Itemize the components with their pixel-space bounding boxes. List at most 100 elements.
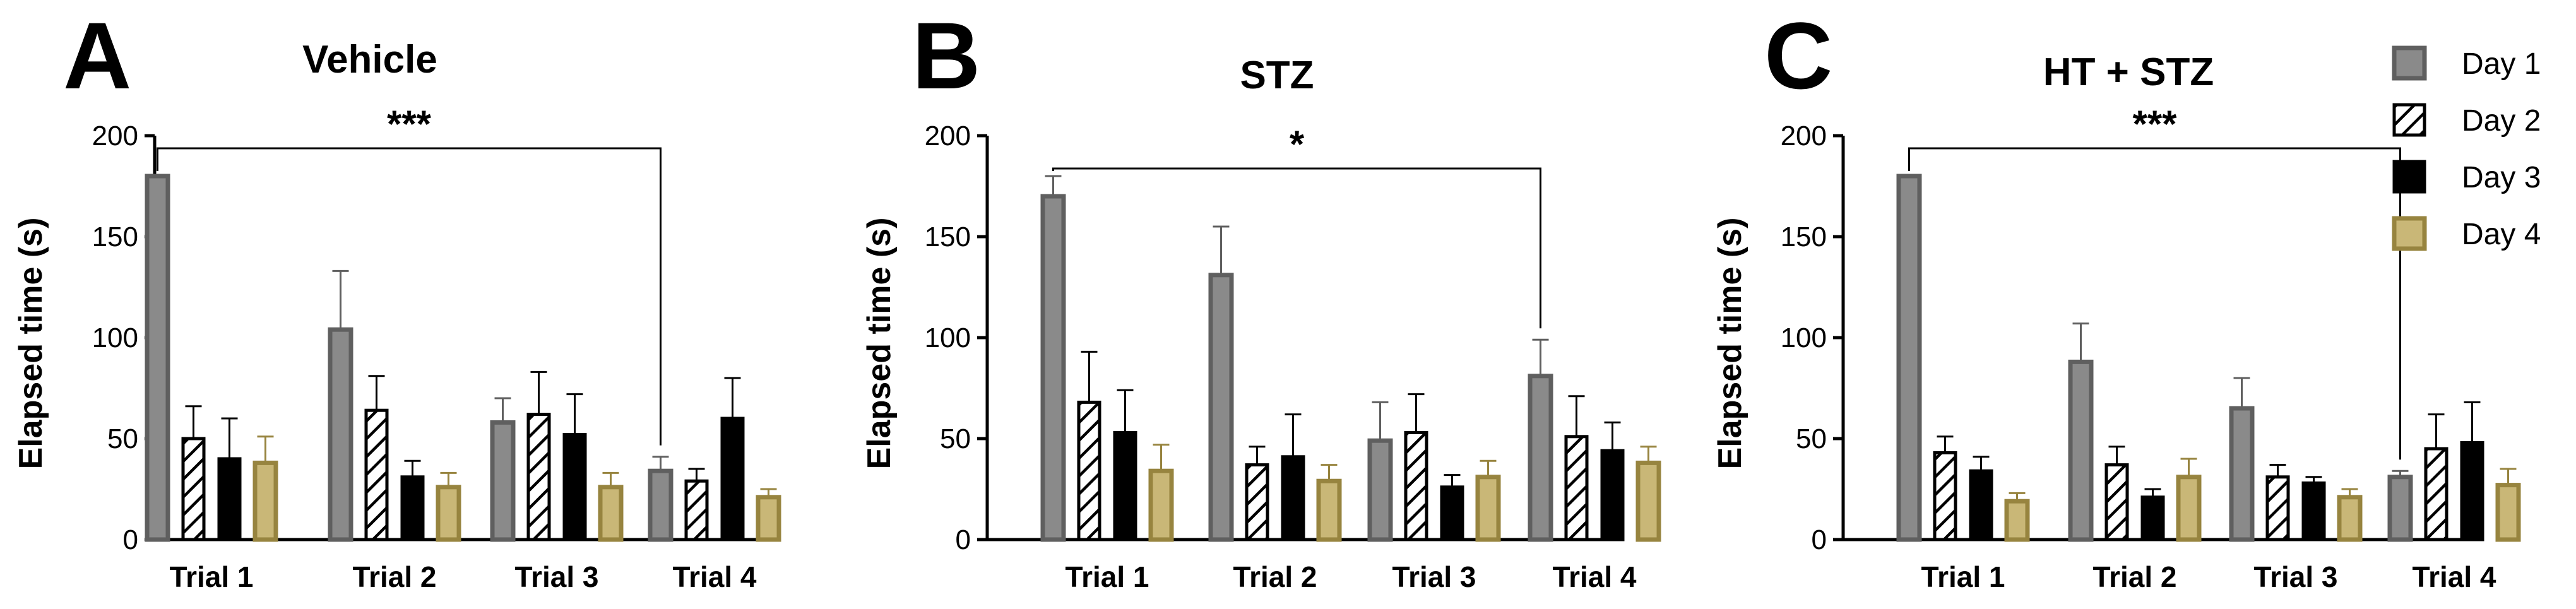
y-axis-label: Elapsed time (s)	[1712, 218, 1748, 470]
panel-letter: B	[912, 3, 980, 109]
significance-label: ***	[2132, 103, 2177, 145]
bar-day-2-trial-3	[2265, 475, 2290, 541]
y-axis-label: Elapsed time (s)	[13, 218, 49, 470]
x-category-label: Trial 3	[2254, 560, 2338, 593]
legend-label-day-4: Day 4	[2462, 218, 2541, 251]
panel-letter: A	[63, 3, 131, 109]
legend-swatch-day-3	[2392, 160, 2426, 194]
legend-label-day-2: Day 2	[2462, 104, 2541, 138]
bar-day-4-trial-3	[598, 485, 624, 542]
bar-day-3-trial-3	[2301, 481, 2326, 541]
significance-bracket	[157, 147, 662, 446]
bar-day-3-trial-1	[217, 457, 242, 541]
y-tick-label: 0	[1812, 524, 1827, 555]
bar-day-1-trial-2	[2068, 359, 2094, 542]
bar-day-3-trial-3	[1440, 485, 1464, 541]
bar-day-2-trial-1	[1933, 451, 1957, 541]
x-category-label: Trial 2	[2093, 560, 2177, 593]
y-tick-label: 150	[925, 222, 971, 252]
bar-day-1-trial-4	[1528, 374, 1553, 542]
y-tick-label: 150	[92, 222, 138, 252]
bar-day-4-trial-4	[2495, 483, 2521, 542]
y-tick-label: 100	[1781, 322, 1827, 353]
panel-a: A Vehicle Elapsed time (s) 0 50 100 150 200 T…	[13, 3, 781, 593]
legend-swatch-day-1	[2392, 45, 2427, 81]
bar-day-2-trial-2	[364, 408, 389, 541]
bar-day-2-trial-3	[526, 413, 551, 541]
bar-day-4-trial-2	[2176, 475, 2202, 542]
bar-day-4-trial-4	[1635, 460, 1661, 542]
y-tick-label: 0	[123, 524, 138, 555]
bar-day-1-trial-3	[2229, 406, 2255, 542]
y-tick-label: 200	[92, 121, 138, 151]
bar-day-3-trial-1	[1113, 430, 1137, 541]
bar-day-2-trial-1	[1077, 400, 1101, 541]
legend-label-day-1: Day 1	[2462, 47, 2541, 81]
chart-title: HT + STZ	[2043, 50, 2214, 94]
y-tick-label: 50	[940, 423, 971, 454]
bar-day-4-trial-1	[2004, 499, 2030, 542]
x-category-label: Trial 2	[1233, 560, 1317, 593]
x-category-label: Trial 1	[170, 560, 254, 593]
x-category-label: Trial 1	[1065, 560, 1149, 593]
panel-b: B STZ Elapsed time (s) 0 50 100 150 200 Trial…	[861, 3, 1661, 593]
bar-day-2-trial-4	[684, 479, 709, 541]
bar-day-4-trial-3	[1475, 475, 1501, 542]
bar-day-3-trial-2	[400, 475, 425, 541]
bar-day-2-trial-1	[181, 437, 206, 541]
legend-label-day-3: Day 3	[2462, 161, 2541, 194]
y-tick-label: 200	[925, 121, 971, 151]
bar-day-3-trial-2	[2140, 495, 2165, 541]
significance-label: ***	[387, 103, 432, 145]
bar-day-4-trial-3	[2337, 495, 2363, 542]
bar-day-2-trial-4	[2424, 447, 2448, 541]
y-tick-label: 100	[92, 322, 138, 353]
x-category-label: Trial 2	[353, 560, 437, 593]
bar-day-4-trial-2	[436, 485, 461, 542]
plot-area: 0 50 100 150 200 Trial 1 Trial 2 Trial 3 Trial 4…	[925, 121, 1661, 593]
x-category-label: Trial 4	[1553, 560, 1637, 593]
significance-label: *	[1290, 123, 1305, 165]
significance-bracket	[1908, 147, 2401, 460]
y-tick-label: 200	[1781, 121, 1827, 151]
bar-day-1-trial-3	[1367, 438, 1393, 542]
y-tick-label: 100	[925, 322, 971, 353]
x-category-label: Trial 3	[1392, 560, 1476, 593]
plot-area: 0 50 100 150 200 Trial 1 Trial 2 Trial 3 Trial 4…	[1781, 103, 2521, 593]
bar-day-3-trial-1	[1969, 469, 1993, 541]
bar-day-1-trial-4	[648, 468, 674, 542]
y-tick-label: 50	[107, 423, 138, 454]
plot-area: 0 50 100 150 200 Trial 1 Trial 2 Trial 3 Trial 4…	[92, 103, 781, 593]
legend: Day 1 Day 2 Day 3 Day 4	[2392, 45, 2541, 251]
bar-day-1-trial-2	[328, 327, 353, 542]
x-category-label: Trial 4	[673, 560, 757, 593]
bar-day-1-trial-1	[1040, 194, 1066, 542]
panel-c: C HT + STZ Elapsed time (s) 0 50 100 150 200…	[1712, 3, 2521, 593]
bar-day-1-trial-1	[1896, 174, 1922, 542]
bar-day-4-trial-1	[1148, 468, 1174, 542]
y-axis-label: Elapsed time (s)	[861, 218, 898, 470]
bar-day-3-trial-4	[1600, 449, 1625, 541]
x-category-label: Trial 1	[1921, 560, 2005, 593]
bar-day-3-trial-4	[2460, 440, 2484, 541]
chart-title: Vehicle	[302, 38, 437, 81]
legend-swatch-day-4	[2392, 216, 2427, 251]
legend-swatch-day-2	[2392, 103, 2426, 137]
bar-day-4-trial-4	[756, 495, 781, 542]
chart-title: STZ	[1240, 54, 1314, 97]
y-tick-label: 150	[1781, 222, 1827, 252]
bar-day-2-trial-2	[1245, 463, 1269, 541]
panel-letter: C	[1764, 3, 1832, 109]
x-category-label: Trial 3	[515, 560, 599, 593]
y-tick-label: 0	[956, 524, 971, 555]
significance-bracket	[1052, 167, 1541, 329]
bar-day-2-trial-3	[1404, 430, 1428, 541]
bar-day-3-trial-4	[720, 417, 745, 541]
bar-day-1-trial-2	[1208, 273, 1234, 542]
bar-day-1-trial-3	[490, 420, 516, 542]
y-tick-label: 50	[1796, 423, 1827, 454]
bar-day-1-trial-1	[145, 174, 170, 542]
bar-day-2-trial-2	[2104, 463, 2129, 541]
